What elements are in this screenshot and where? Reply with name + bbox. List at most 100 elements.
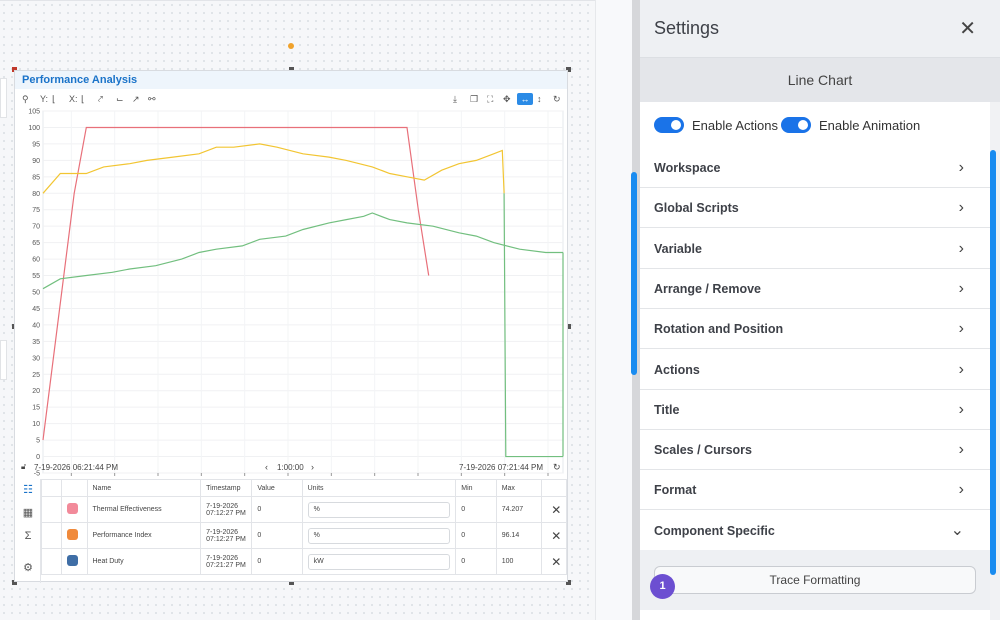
resize-handle-br[interactable] — [566, 580, 571, 585]
settings-row-workspace[interactable]: Workspace › — [640, 148, 990, 188]
link-icon[interactable]: ⚯ — [148, 94, 156, 104]
lock-icon[interactable]: 🔓︎ — [21, 462, 27, 471]
chart-type-icon[interactable]: ⚲ — [22, 94, 29, 104]
settings-row-title[interactable]: Title › — [640, 390, 990, 430]
y-tick-label: -5 — [34, 471, 40, 478]
table-row[interactable]: Thermal Effectiveness 7-19-2026 07:12:27 P… — [40, 496, 568, 523]
y-tick-label: 10 — [32, 421, 40, 428]
scrollbar-thumb[interactable] — [631, 172, 637, 375]
settings-panel: Settings ✕ Line Chart Enable Actions Ena… — [632, 0, 1000, 620]
series-max: 100 — [495, 548, 542, 575]
remove-series-icon[interactable]: ✕ — [540, 522, 568, 549]
performance-chart-widget[interactable]: Performance Analysis ⚲ Y: ⌊ X: ⌊ ⤤ ⌙ ↗ ⚯… — [14, 70, 568, 583]
series-line-heat-duty[interactable] — [42, 212, 563, 290]
col-max[interactable]: Max — [495, 479, 542, 497]
settings-row-format[interactable]: Format › — [640, 470, 990, 511]
y-tick-label: 85 — [32, 174, 40, 181]
y-tick-label: 90 — [32, 158, 40, 165]
y-tick-label: 25 — [32, 372, 40, 379]
table-row[interactable]: Heat Duty 7-19-2026 07:21:27 PM 0 kW 0 100 ✕ — [40, 548, 568, 575]
series-line-performance-index[interactable] — [42, 143, 505, 194]
y-axis: -5 0 5 10 15 20 25 30 35 40 45 50 55 60 65 70 75 80 85 90 95… — [28, 109, 40, 478]
step-badge: 1 — [650, 574, 675, 599]
grid-view-icon[interactable]: ▦ — [22, 507, 34, 519]
resize-handle-r[interactable] — [566, 324, 571, 329]
y-tick-label: 5 — [36, 438, 40, 445]
settings-row-rotation-and-position[interactable]: Rotation and Position › — [640, 309, 990, 350]
download-icon[interactable]: ⤓ — [453, 94, 457, 104]
line-icon[interactable]: ↗ — [132, 94, 140, 104]
chevron-down-icon: ⌄ — [950, 521, 964, 539]
prev-period-icon[interactable]: ‹ — [265, 462, 268, 472]
series-color-swatch[interactable] — [67, 555, 79, 566]
sum-icon[interactable]: Σ — [24, 530, 32, 542]
units-field[interactable]: kW — [307, 553, 450, 570]
next-period-icon[interactable]: › — [311, 462, 314, 472]
col-timestamp[interactable]: Timestamp — [200, 479, 253, 497]
vertical-zoom-icon[interactable]: ↕ — [537, 94, 542, 104]
resize-handle-tl[interactable] — [12, 67, 17, 72]
series-color-swatch[interactable] — [67, 529, 79, 540]
table-row[interactable]: Performance Index 7-19-2026 07:12:27 PM 0% 0… — [40, 522, 568, 549]
col-name[interactable]: Name — [86, 479, 202, 497]
fullscreen-icon[interactable]: ⛶ — [487, 94, 494, 104]
y-tick-label: 55 — [32, 273, 40, 280]
list-view-icon[interactable]: ☷ — [23, 484, 33, 496]
y-tick-label: 75 — [32, 207, 40, 214]
settings-row-variable[interactable]: Variable › — [640, 229, 990, 269]
settings-row-label: Scales / Cursors — [654, 443, 752, 458]
x-axis-scale-icon[interactable]: ⌊ — [81, 94, 85, 104]
area-icon[interactable]: ⌙ — [116, 94, 124, 104]
offscreen-widget-stub — [0, 340, 7, 380]
enable-animation-toggle[interactable] — [781, 117, 811, 133]
scrollbar-thumb[interactable] — [990, 150, 996, 575]
live-icon[interactable]: ↻ — [553, 462, 561, 472]
line-chart-plot[interactable]: -5 0 5 10 15 20 25 30 35 40 45 50 55 60 65 70 75 80 85 90 95… — [15, 107, 567, 489]
series-min: 0 — [455, 522, 497, 549]
trace-formatting-button[interactable]: Trace Formatting — [654, 566, 976, 594]
col-min[interactable]: Min — [455, 479, 497, 497]
resize-handle-tr[interactable] — [566, 67, 571, 72]
settings-row-actions[interactable]: Actions › — [640, 350, 990, 390]
resize-handle-t[interactable] — [289, 67, 294, 72]
series-line-thermal-effectiveness[interactable] — [42, 126, 430, 441]
copy-icon[interactable]: ❐ — [470, 94, 479, 104]
chevron-right-icon: › — [958, 320, 964, 338]
col-value[interactable]: Value — [251, 479, 303, 497]
y-axis-scale-icon[interactable]: ⌊ — [52, 94, 56, 104]
period-duration[interactable]: 1:00:00 — [277, 463, 304, 472]
chevron-right-icon: › — [958, 360, 964, 378]
series-max: 74.207 — [495, 496, 542, 523]
settings-row-component-specific[interactable]: Component Specific ⌄ — [640, 511, 990, 551]
close-icon[interactable]: ✕ — [959, 18, 976, 40]
enable-actions-toggle[interactable] — [654, 117, 684, 133]
series-line-tail — [503, 193, 563, 458]
canvas-gutter — [595, 0, 632, 620]
units-field[interactable]: % — [307, 501, 450, 518]
refresh-icon[interactable]: ↻ — [553, 94, 561, 104]
timestamp-time: 07:12:27 PM — [206, 509, 246, 517]
settings-gear-icon[interactable]: ⚙ — [23, 562, 33, 574]
enable-actions-label: Enable Actions — [692, 118, 779, 133]
remove-series-icon[interactable]: ✕ — [540, 548, 568, 575]
series-name: Heat Duty — [86, 548, 202, 575]
col-units[interactable]: Units — [301, 479, 457, 497]
settings-row-arrange-remove[interactable]: Arrange / Remove › — [640, 269, 990, 309]
widget-title: Performance Analysis — [15, 71, 567, 89]
series-value: 0 — [251, 496, 303, 523]
resize-handle-b[interactable] — [289, 580, 294, 585]
remove-series-icon[interactable]: ✕ — [540, 496, 568, 523]
resize-handle-bl[interactable] — [12, 580, 17, 585]
series-value: 0 — [251, 522, 303, 549]
rotation-handle[interactable] — [288, 43, 294, 49]
series-color-swatch[interactable] — [67, 503, 79, 514]
settings-row-scales-cursors[interactable]: Scales / Cursors › — [640, 430, 990, 471]
trend-icon[interactable]: ⤤ — [98, 94, 104, 104]
settings-row-global-scripts[interactable]: Global Scripts › — [640, 188, 990, 229]
y-tick-label: 70 — [32, 224, 40, 231]
move-icon[interactable]: ✥ — [503, 94, 511, 104]
trend-legend-table: ☷ ▦ Σ ⚙ Name Timestamp Value Units Min M… — [15, 479, 568, 583]
horizontal-zoom-icon[interactable]: ↔ — [517, 93, 533, 105]
chevron-right-icon: › — [958, 199, 964, 217]
units-field[interactable]: % — [307, 527, 450, 544]
